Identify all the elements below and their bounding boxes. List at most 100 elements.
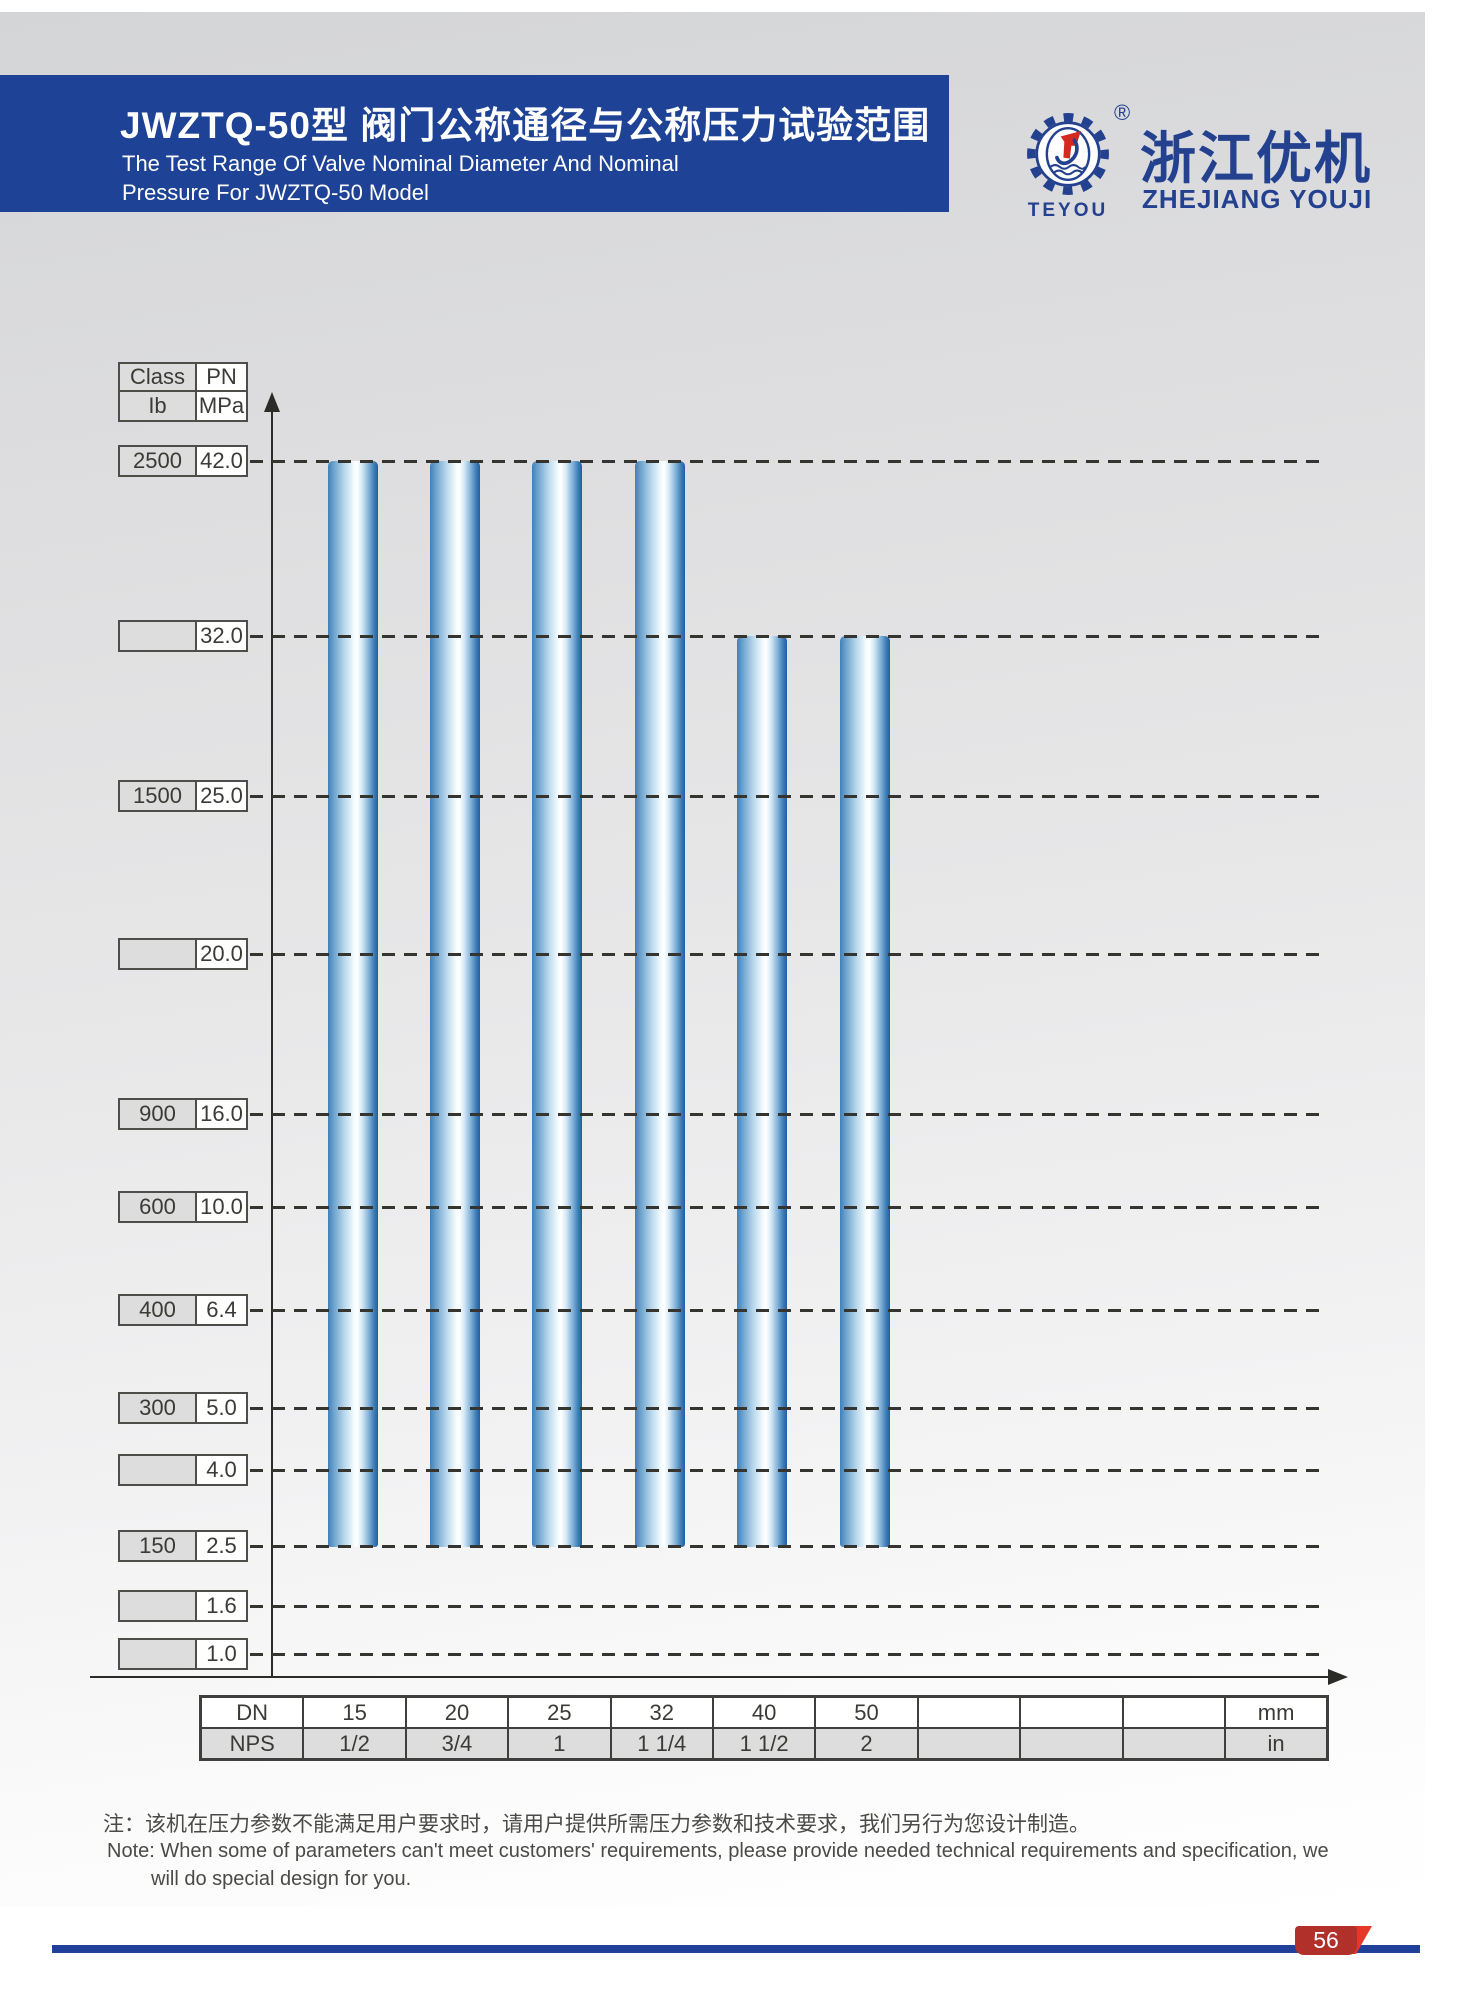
nps-row-cell: in [1224,1728,1328,1759]
grid-dashed-line [250,1653,1323,1656]
mpa-value-cell: 1.0 [197,1640,246,1668]
class-unit-cell: Ib [120,392,197,420]
pressure-range-bar-dn20 [430,461,480,1547]
nps-row-cell: NPS [201,1728,304,1759]
footer-rule [52,1945,1420,1953]
note-text-en-line2: will do special design for you. [151,1868,412,1890]
note-text-en-line1: Note: When some of parameters can't meet… [107,1840,1329,1862]
class-value-cell: 2500 [120,447,197,475]
class-value-cell [120,1640,197,1668]
class-value-cell [120,1592,197,1620]
nps-row-cell: 3/4 [405,1728,509,1759]
page-number-badge: 56 [1295,1926,1357,1955]
y-axis-arrow-icon [264,392,280,412]
dn-row-cell: 20 [405,1697,509,1728]
pressure-range-bar-dn40 [737,636,787,1547]
grid-dashed-line [250,1206,1323,1209]
dn-row-cell: 25 [508,1697,611,1728]
pressure-row-label: 1.6 [118,1590,248,1622]
pressure-row-label: 1500 25.0 [118,780,248,812]
gear-logo-icon [1027,113,1109,195]
pn-header-cell: PN [197,364,246,392]
mpa-value-cell: 32.0 [197,622,246,650]
dn-row-cell [917,1697,1021,1728]
pressure-row-label: 400 6.4 [118,1294,248,1326]
pressure-row-label: 300 5.0 [118,1392,248,1424]
mpa-value-cell: 10.0 [197,1193,246,1221]
mpa-value-cell: 25.0 [197,782,246,810]
class-value-cell [120,622,197,650]
nps-row-cell: 2 [815,1728,918,1759]
class-value-cell: 600 [120,1193,197,1221]
page-subtitle-line2: Pressure For JWZTQ-50 Model [122,180,429,205]
dn-row-cell: 40 [712,1697,816,1728]
pressure-row-label: 4.0 [118,1454,248,1486]
class-value-cell: 400 [120,1296,197,1324]
mpa-value-cell: 6.4 [197,1296,246,1324]
dn-nps-table: DN 15 20 25 32 40 50 mm NPS 1/2 3/4 1 1 1/4 1 1/2 2 in [199,1695,1330,1761]
brand-name-en: ZHEJIANG YOUJI [1142,184,1373,214]
dn-row-cell: DN [201,1697,304,1728]
nps-row-cell: 1 [508,1728,611,1759]
pressure-row-label: 900 16.0 [118,1098,248,1130]
mpa-value-cell: 4.0 [197,1456,246,1484]
grid-dashed-line [250,1545,1323,1548]
nps-row-cell [1020,1728,1123,1759]
dn-row-cell: 32 [610,1697,713,1728]
grid-dashed-line [250,953,1323,956]
mpa-value-cell: 1.6 [197,1592,246,1620]
nps-row-cell [917,1728,1021,1759]
class-value-cell: 900 [120,1100,197,1128]
registered-trademark-icon: ® [1114,100,1131,125]
grid-dashed-line [250,1309,1323,1312]
dn-row-cell [1122,1697,1225,1728]
dn-row-cell: 50 [815,1697,918,1728]
y-axis-line [271,408,273,1678]
page-subtitle-line1: The Test Range Of Valve Nominal Diameter… [122,151,679,176]
class-header-cell: Class [120,364,197,392]
pressure-row-label: 32.0 [118,620,248,652]
class-value-cell: 1500 [120,782,197,810]
pn-unit-cell: MPa [197,392,246,420]
pressure-row-label: 20.0 [118,938,248,970]
header-band: JWZTQ-50型 阀门公称通径与公称压力试验范围 The Test Range… [0,75,949,212]
class-value-cell: 150 [120,1532,197,1560]
grid-dashed-line [250,1469,1323,1472]
company-logo: ® TEYOU 浙江优机 ZHEJIANG YOUJI [1010,100,1430,230]
page-subtitle: The Test Range Of Valve Nominal Diameter… [122,149,679,207]
mpa-value-cell: 20.0 [197,940,246,968]
class-value-cell [120,940,197,968]
nps-row-cell: 1 1/2 [712,1728,816,1759]
logo-caption: TEYOU [1027,200,1109,221]
class-value-cell [120,1456,197,1484]
grid-dashed-line [250,635,1323,638]
brand-name-zh: 浙江优机 [1140,127,1372,190]
grid-dashed-line [250,460,1323,463]
nps-row-cell [1122,1728,1225,1759]
pressure-row-label: 600 10.0 [118,1191,248,1223]
dn-row-cell [1020,1697,1123,1728]
nps-row-cell: 1/2 [303,1728,406,1759]
pressure-range-bar-dn25 [532,461,582,1547]
grid-dashed-line [250,1407,1323,1410]
nps-row-cell: 1 1/4 [610,1728,713,1759]
x-axis-arrow-icon [1328,1669,1348,1685]
mpa-value-cell: 42.0 [197,447,246,475]
dn-row-cell: mm [1224,1697,1328,1728]
grid-dashed-line [250,1113,1323,1116]
mpa-value-cell: 5.0 [197,1394,246,1422]
mpa-value-cell: 2.5 [197,1532,246,1560]
dn-row-cell: 15 [303,1697,406,1728]
pressure-row-label: 150 2.5 [118,1530,248,1562]
class-value-cell: 300 [120,1394,197,1422]
note-text-zh: 注：该机在压力参数不能满足用户要求时，请用户提供所需压力参数和技术要求，我们另行… [103,1813,1090,1836]
grid-dashed-line [250,1605,1323,1608]
page-title: JWZTQ-50型 阀门公称通径与公称压力试验范围 [120,105,931,146]
grid-dashed-line [250,795,1323,798]
pressure-row-label: 1.0 [118,1638,248,1670]
pressure-range-bar-dn50 [840,636,890,1547]
pressure-range-bar-dn32 [635,461,685,1547]
y-axis-header-box: Class PN Ib MPa [118,362,248,422]
